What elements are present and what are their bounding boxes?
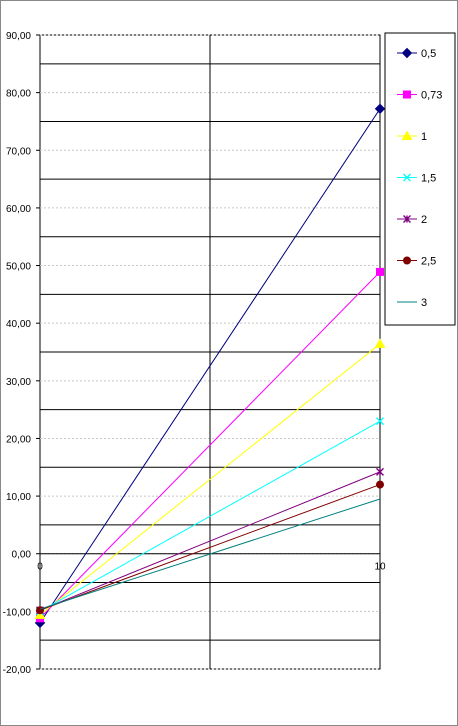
legend-label: 0,5 [421,48,436,60]
legend-marker [403,173,411,182]
y-tick-label: 80,00 [6,89,31,100]
y-tick-label: 10,00 [6,492,31,503]
y-tick-label: 60,00 [6,204,31,215]
legend-label: 3 [421,297,427,309]
legend-label: 1 [421,131,427,143]
series-line [39,498,381,610]
data-point [374,338,386,348]
legend-box [384,32,456,326]
legend-label: 0,73 [421,90,442,102]
data-point [374,103,386,114]
data-point [376,480,384,489]
y-tick-label: 20,00 [6,434,31,445]
data-point [376,467,384,476]
legend-marker [403,215,411,223]
y-tick-label: 70,00 [6,146,31,157]
series-line [39,420,381,612]
y-tick-label: -20,00 [3,665,32,676]
series-line [39,471,381,611]
data-point [376,267,384,276]
y-tick-label: 90,00 [6,31,31,42]
series-line [39,271,381,619]
legend-marker [403,256,411,265]
legend-label: 2,5 [421,256,436,268]
y-tick-label: 30,00 [6,377,31,388]
legend-marker [403,90,411,99]
data-point [376,417,384,426]
series-lines [34,103,386,629]
series-line [39,108,381,624]
legend-marker [401,130,413,140]
legend-label: 1,5 [421,173,436,185]
series-line [39,484,381,611]
legend-marker [401,47,413,59]
x-tick-label: 0 [37,562,43,573]
series-line [39,343,381,616]
y-tick-label: 40,00 [6,319,31,330]
x-axis-tick-labels: 0 10 [37,562,386,573]
y-tick-label: 0,00 [12,550,32,561]
legend-label: 2 [421,214,427,226]
legend: 0,5 0,73 1 1,5 2 2,5 3 [384,32,456,326]
gridlines [36,34,381,670]
y-axis-tick-labels: 90,00 80,00 70,00 60,00 50,00 40,00 30,00 20,00… [3,31,32,676]
y-tick-label: 50,00 [6,262,31,273]
x-tick-label: 10 [374,562,386,573]
y-tick-label: -10,00 [3,607,32,618]
